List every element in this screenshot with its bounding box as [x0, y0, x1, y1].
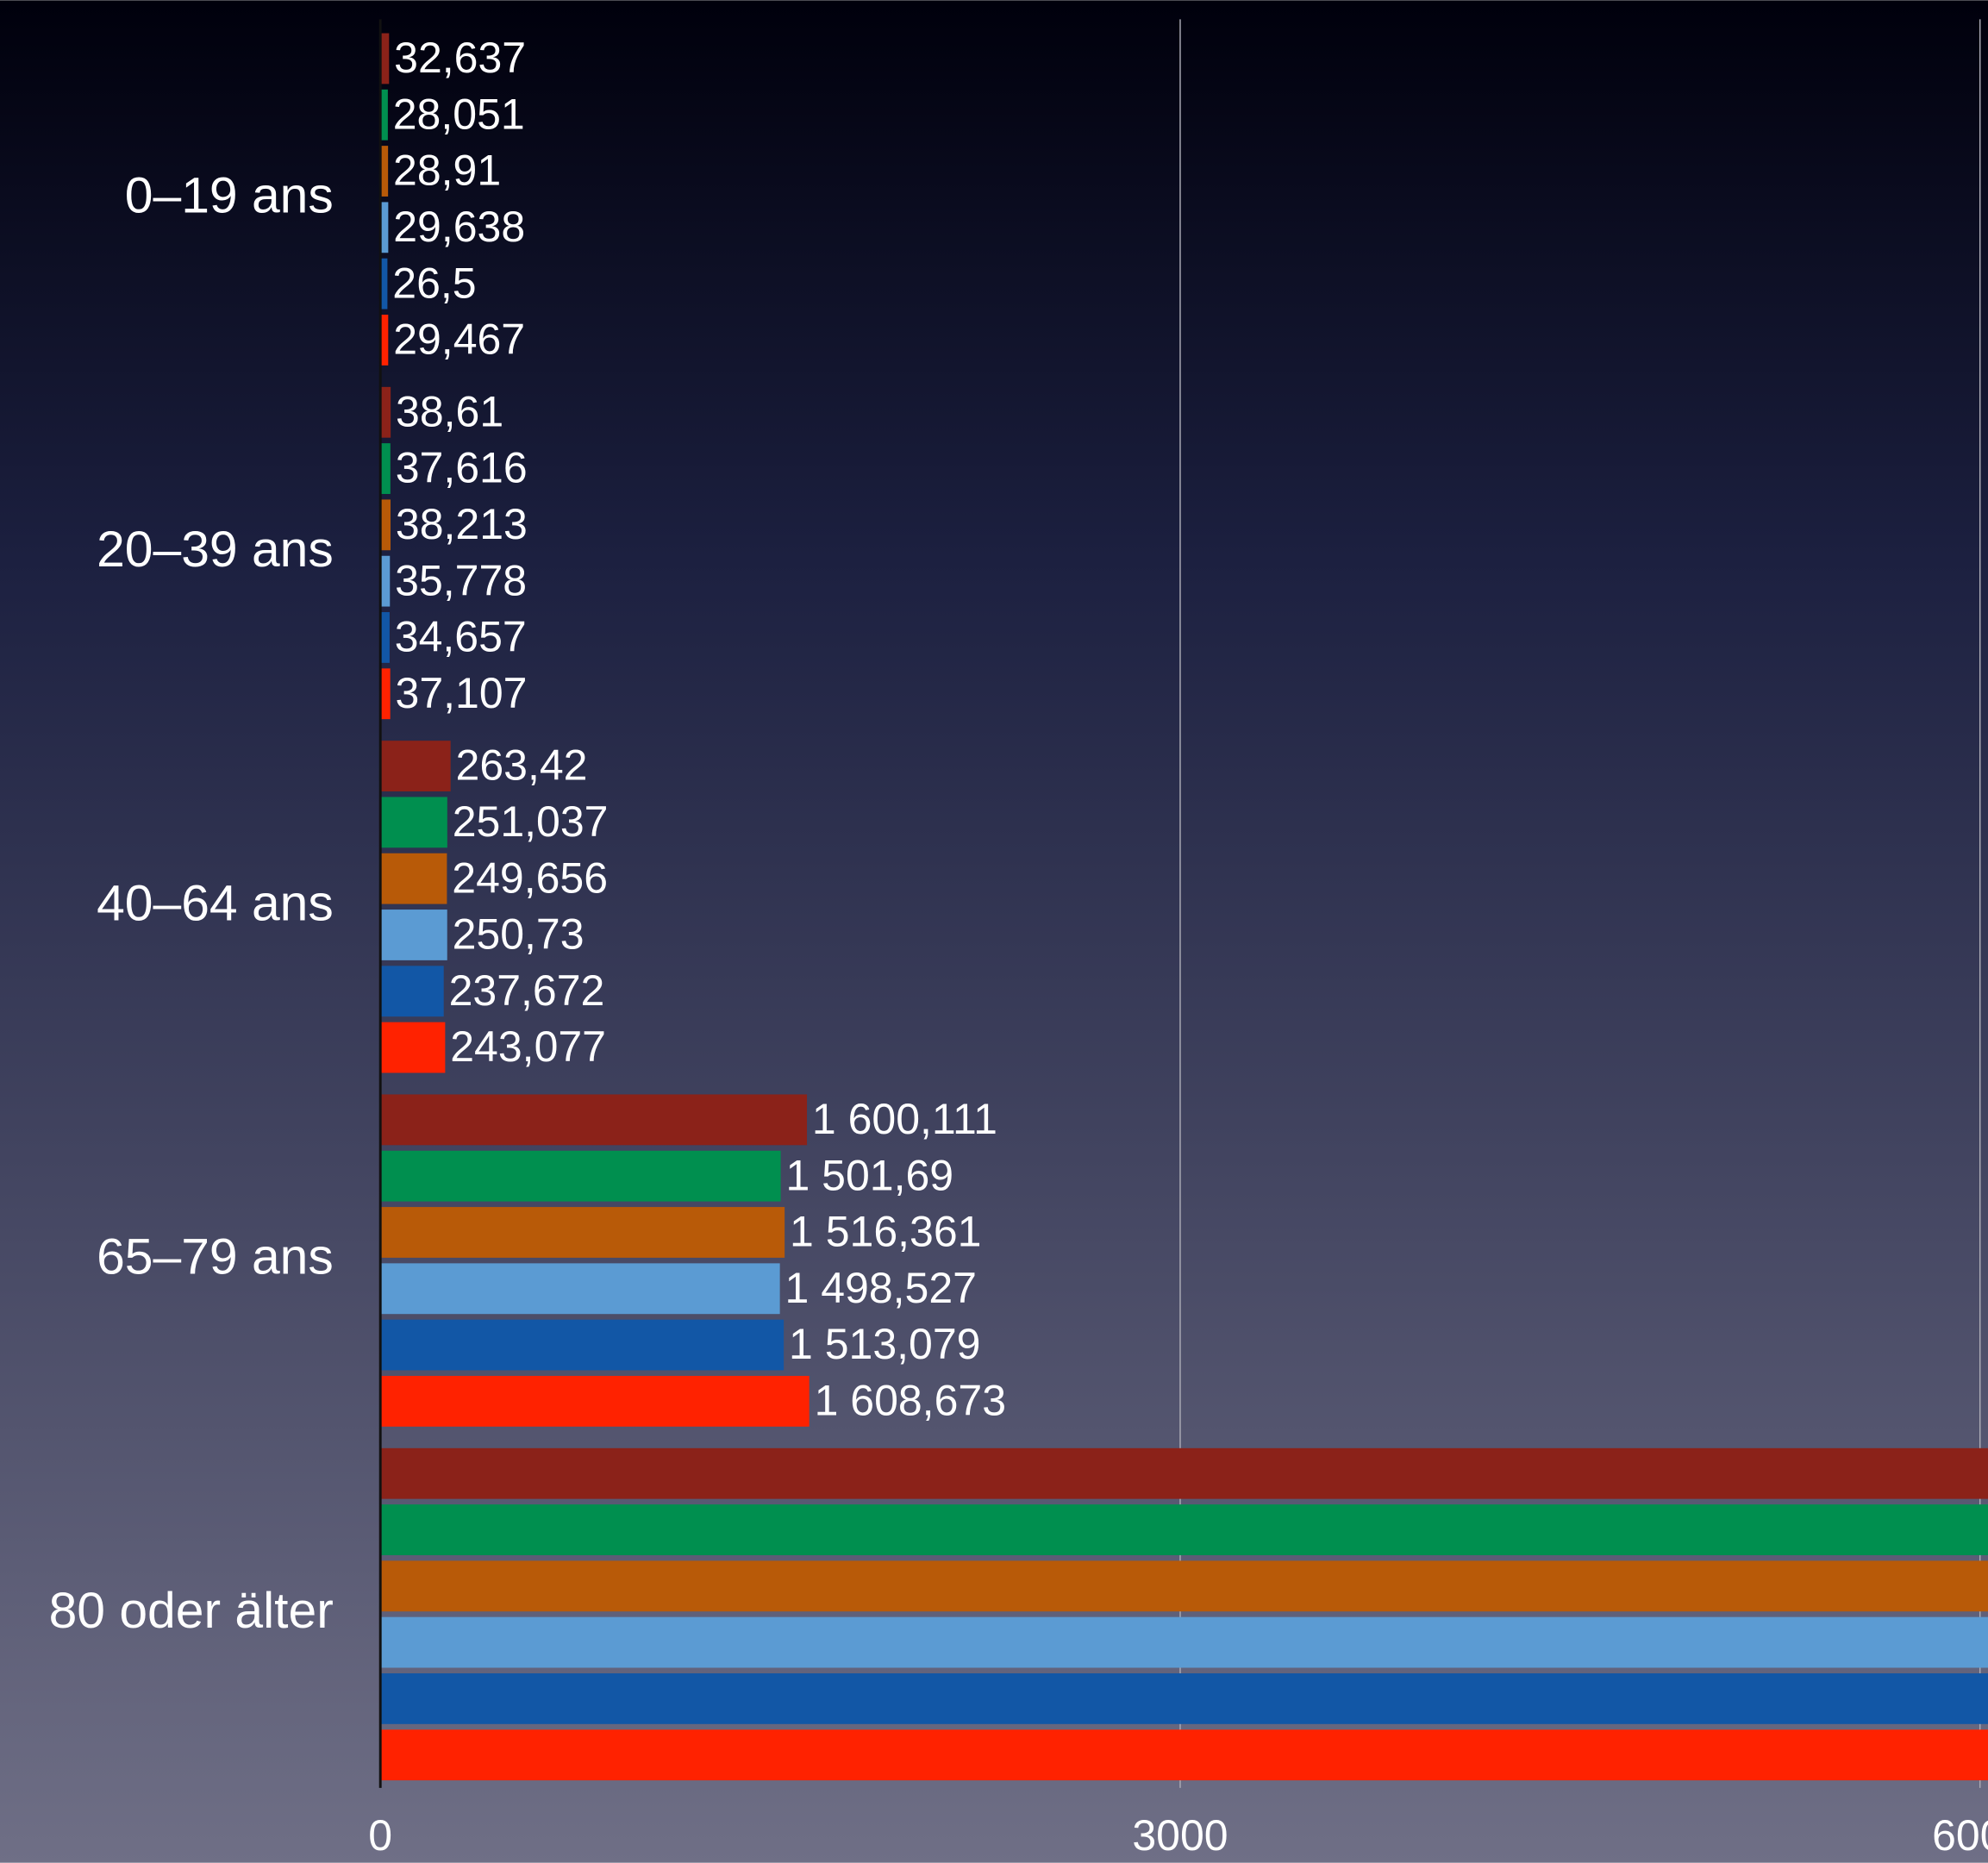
- value-label: 1 600,111: [812, 1095, 997, 1143]
- bar: [380, 1729, 1988, 1781]
- bar: [380, 33, 390, 84]
- bar: [380, 1207, 785, 1258]
- category-label: 65–79 ans: [97, 1229, 334, 1285]
- bar: [380, 1319, 785, 1371]
- bar: [380, 443, 391, 494]
- value-label: 250,73: [453, 910, 585, 959]
- x-tick-label: 6000: [1932, 1811, 1988, 1860]
- bar: [380, 797, 447, 848]
- bar: [380, 1672, 1988, 1724]
- bar: [380, 1504, 1988, 1555]
- value-label: 243,077: [450, 1022, 606, 1071]
- bar: [380, 853, 447, 904]
- value-label: 32,637: [394, 34, 526, 82]
- value-label: 237,672: [449, 966, 605, 1015]
- value-label: 1 513,079: [789, 1320, 980, 1368]
- value-label: 1 501,69: [785, 1151, 953, 1199]
- bar: [380, 910, 447, 960]
- category-label: 20–39 ans: [97, 522, 334, 578]
- bar: [380, 966, 444, 1017]
- value-label: 28,051: [393, 90, 525, 138]
- bar: [380, 1150, 781, 1202]
- value-label: 37,616: [396, 444, 528, 492]
- bar: [380, 499, 391, 551]
- value-label: 1 498,527: [785, 1264, 977, 1312]
- bar: [380, 1447, 1988, 1499]
- value-label: 34,657: [395, 613, 527, 661]
- value-label: 29,467: [393, 316, 525, 364]
- value-label: 38,213: [396, 500, 528, 548]
- x-tick-label: 3000: [1132, 1811, 1228, 1860]
- bar: [380, 555, 391, 607]
- value-label: 1 608,673: [815, 1377, 1006, 1425]
- bar: [380, 386, 391, 438]
- bar: [380, 668, 391, 720]
- bar: [380, 1094, 808, 1146]
- value-label: 249,656: [452, 853, 608, 902]
- bar: [380, 1560, 1988, 1612]
- value-label: 263,42: [456, 741, 588, 790]
- value-label: 37,107: [396, 669, 528, 717]
- bar: [380, 258, 388, 309]
- value-label: 38,61: [396, 387, 503, 435]
- bar: [380, 1375, 810, 1427]
- value-label: 35,778: [395, 556, 527, 604]
- value-label: 28,91: [393, 147, 501, 195]
- bar: [380, 741, 451, 791]
- bar: [380, 612, 390, 663]
- bar: [380, 1263, 780, 1315]
- value-label: 26,5: [392, 259, 476, 307]
- category-label: 0–19 ans: [125, 168, 334, 224]
- value-label: 251,037: [453, 797, 609, 846]
- value-label: 29,638: [393, 203, 525, 251]
- bar: [380, 315, 389, 366]
- category-label: 80 oder älter: [49, 1583, 334, 1639]
- category-label: 40–64 ans: [97, 875, 334, 931]
- value-label: 1 516,361: [790, 1208, 981, 1256]
- bar: [380, 146, 389, 197]
- x-tick-label: 0: [368, 1811, 392, 1860]
- bar: [380, 1022, 446, 1073]
- bar: [380, 1616, 1988, 1668]
- bar: [380, 89, 388, 141]
- bar: [380, 202, 389, 253]
